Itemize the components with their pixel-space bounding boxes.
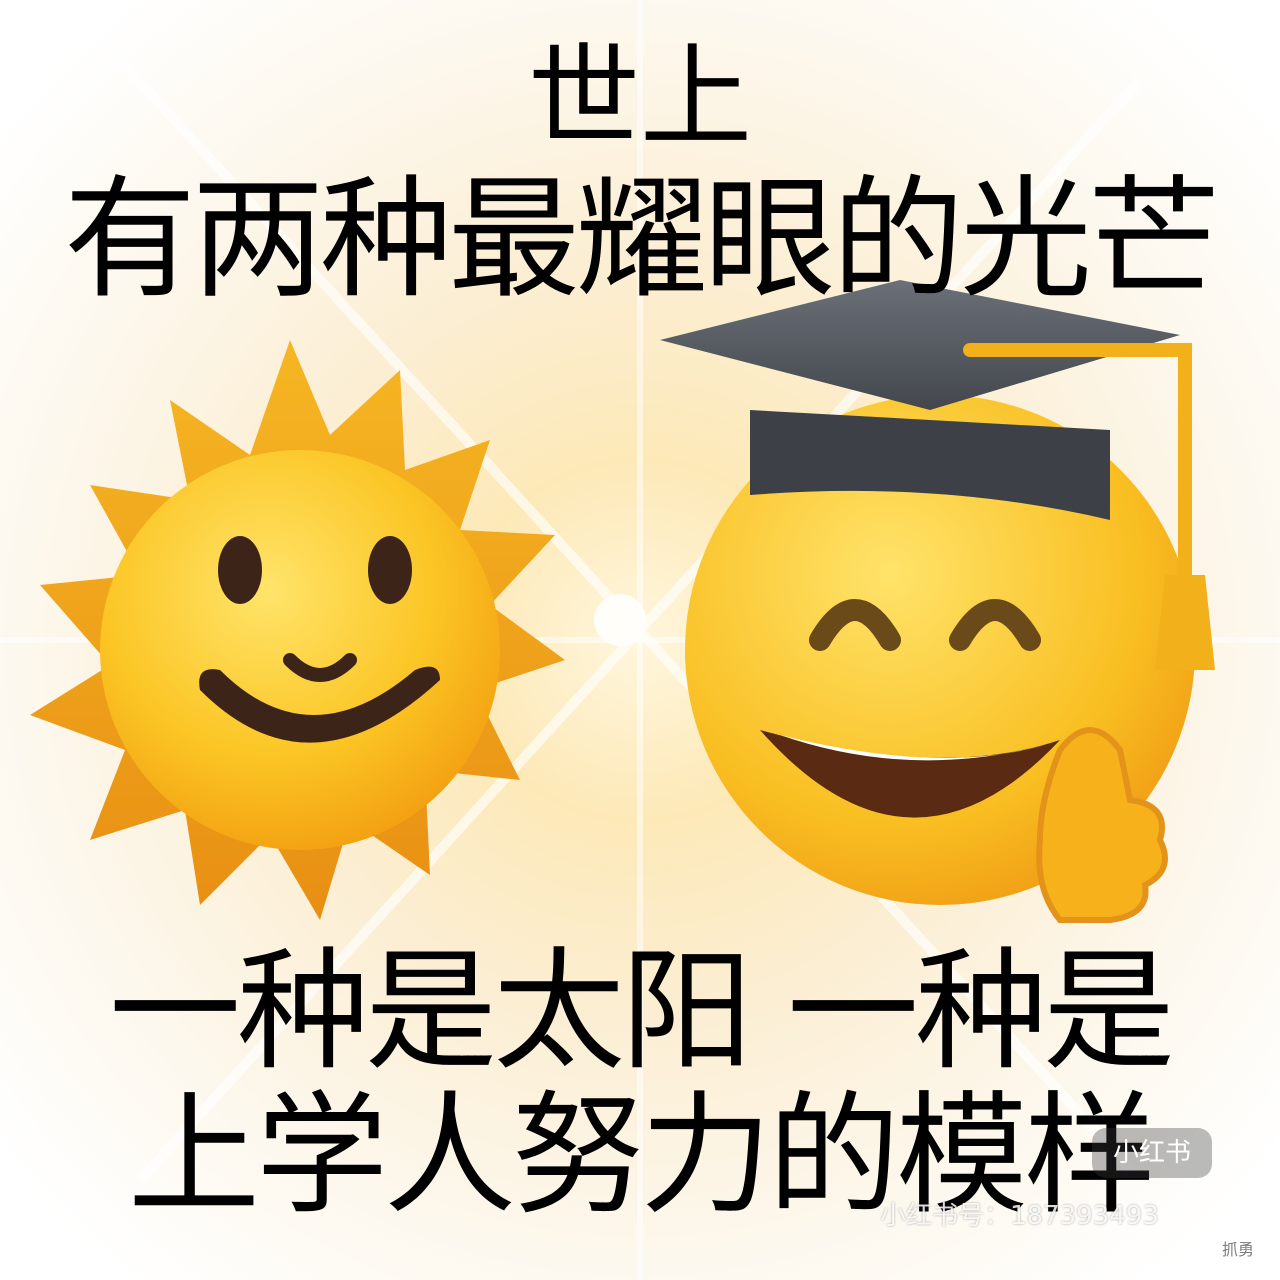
graduation-cap-grinning-face-thumbs-up-icon — [660, 280, 1215, 923]
watermark-sub: 抓勇 — [1222, 1240, 1255, 1259]
caption-line-3: 一种是太阳 一种是 — [109, 935, 1175, 1089]
grad-mouth — [760, 730, 1060, 818]
watermark-id: 小红书号：187393493 — [880, 1201, 1159, 1231]
grad-right-eye — [949, 599, 1041, 651]
sun-with-face-icon — [30, 340, 565, 920]
watermark-logo: 小红书 — [1092, 1128, 1212, 1178]
caption-line-2: 有两种最耀眼的光芒 — [64, 163, 1220, 317]
sun-right-eye — [368, 536, 412, 604]
sun-left-eye — [218, 536, 262, 604]
caption-line-1: 世上 — [528, 33, 752, 163]
thumbs-up-hand — [1036, 727, 1168, 923]
sun-mouth — [199, 666, 440, 743]
caption-line-4: 上学人努力的模样 — [128, 1079, 1156, 1233]
grad-left-eye — [809, 599, 901, 651]
